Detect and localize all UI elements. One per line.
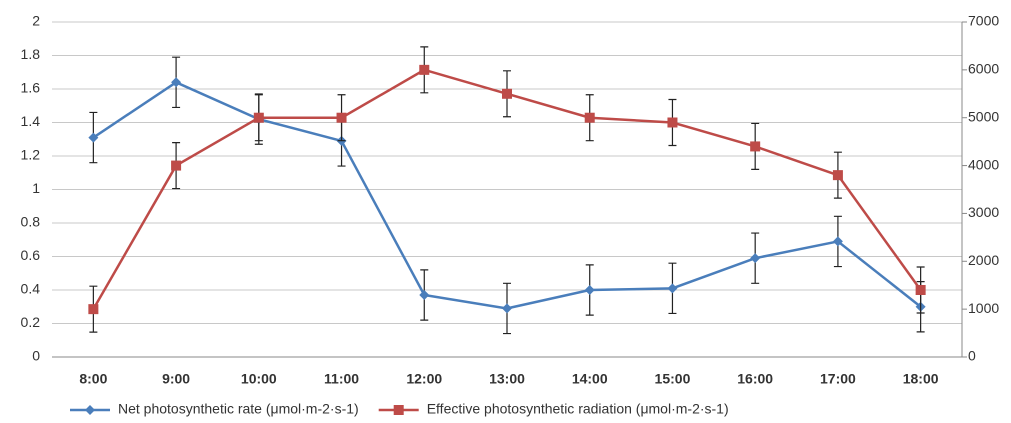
data-point [171,77,182,88]
y-tick-label: 0.6 [21,247,41,263]
data-point [667,283,678,294]
y-tick-label: 1 [32,180,40,196]
y-tick-label: 1.6 [21,80,41,96]
y2-tick-label: 1000 [968,300,999,316]
data-point [88,304,99,315]
data-point [832,236,843,247]
x-tick-label: 15:00 [655,371,691,387]
x-tick-label: 9:00 [162,371,190,387]
data-point [832,170,843,181]
data-point [750,253,761,264]
data-point [88,132,99,143]
data-point [502,88,512,99]
data-point [419,290,430,301]
x-tick-label: 8:00 [79,371,107,387]
y-tick-label: 0.4 [21,281,41,297]
y2-tick-label: 0 [968,348,976,364]
x-tick-label: 14:00 [572,371,608,387]
y2-tick-label: 3000 [968,204,999,220]
x-tick-label: 18:00 [903,371,939,387]
y2-tick-label: 4000 [968,156,999,172]
y-tick-label: 0.2 [21,314,41,330]
x-tick-label: 13:00 [489,371,525,387]
x-tick-label: 17:00 [820,371,856,387]
data-point [502,303,512,314]
data-point [419,64,430,75]
legend-label: Effective photosynthetic radiation (μmol… [427,401,729,417]
data-point [253,112,264,123]
y2-tick-label: 5000 [968,108,999,124]
y-tick-label: 0 [32,348,40,364]
x-tick-label: 10:00 [241,371,277,387]
y2-tick-label: 2000 [968,252,999,268]
y-tick-label: 0.8 [21,214,41,230]
data-point [750,141,761,152]
data-point [171,160,182,171]
x-tick-label: 12:00 [406,371,442,387]
y-tick-label: 2 [32,13,40,29]
data-point [584,112,595,123]
y2-tick-label: 7000 [968,13,999,29]
y2-tick-label: 6000 [968,61,999,77]
data-point [667,117,678,128]
y-tick-label: 1.2 [21,147,41,163]
legend-marker [85,405,95,415]
x-tick-label: 11:00 [324,371,359,387]
data-point [584,285,595,295]
data-point [915,285,926,295]
data-point [336,112,347,123]
legend-marker [393,405,404,415]
legend-label: Net photosynthetic rate (μmol·m-2·s-1) [118,401,359,417]
y-tick-label: 1.4 [21,113,41,129]
y-tick-label: 1.8 [21,46,41,62]
x-tick-label: 16:00 [737,371,773,387]
